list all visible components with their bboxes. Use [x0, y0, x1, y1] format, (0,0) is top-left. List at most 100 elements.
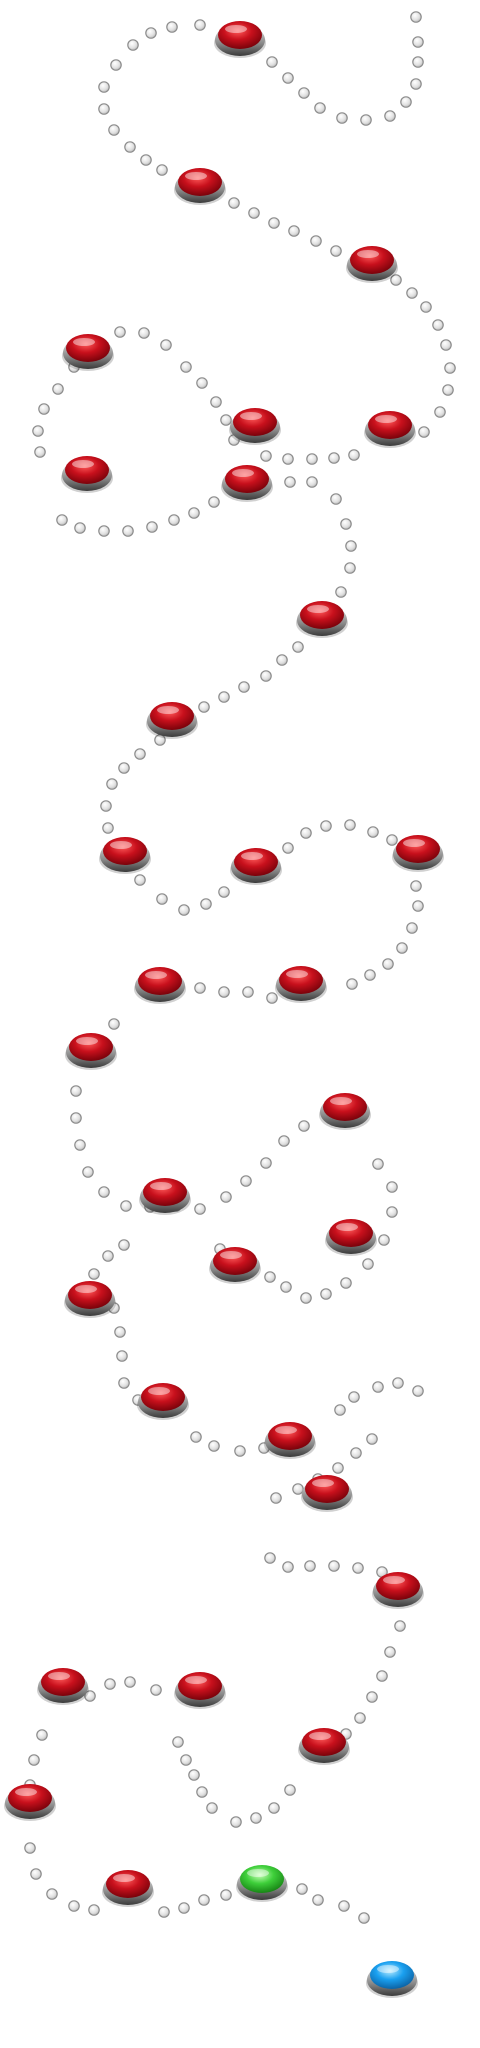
node-button-face — [368, 411, 412, 439]
path-dot — [167, 22, 177, 32]
path-dot — [301, 828, 311, 838]
level-node-27-locked[interactable] — [61, 456, 113, 493]
level-node-32-locked[interactable] — [214, 21, 266, 58]
node-highlight — [375, 415, 397, 423]
node-button-face — [218, 21, 262, 49]
path-dot — [377, 1671, 387, 1681]
path-dot — [337, 113, 347, 123]
path-dot — [315, 103, 325, 113]
path-dot — [373, 1382, 383, 1392]
level-node-22-locked[interactable] — [99, 837, 151, 874]
path-dot — [347, 979, 357, 989]
level-node-24-locked[interactable] — [296, 601, 348, 638]
node-button-face — [68, 1281, 112, 1309]
node-highlight — [377, 1965, 399, 1973]
path-dot — [219, 692, 229, 702]
node-button-face — [240, 1865, 284, 1893]
node-button-face — [178, 1672, 222, 1700]
path-dot — [173, 1737, 183, 1747]
path-dot — [197, 1787, 207, 1797]
path-dot — [321, 821, 331, 831]
path-dot — [195, 983, 205, 993]
level-node-28-locked[interactable] — [229, 408, 281, 445]
level-node-31-locked[interactable] — [174, 168, 226, 205]
path-dot — [401, 97, 411, 107]
level-node-14-locked[interactable] — [325, 1219, 377, 1256]
path-dot — [35, 447, 45, 457]
path-dot — [189, 508, 199, 518]
level-node-12-locked[interactable] — [64, 1281, 116, 1318]
path-dot — [239, 682, 249, 692]
node-highlight — [76, 1037, 98, 1045]
level-node-19-locked[interactable] — [134, 967, 186, 1004]
level-nodes — [4, 21, 444, 1998]
path-dot — [329, 1561, 339, 1571]
node-highlight — [220, 1251, 242, 1259]
path-dot — [413, 37, 423, 47]
path-dot — [71, 1086, 81, 1096]
path-dot — [195, 20, 205, 30]
path-dot — [443, 385, 453, 395]
level-node-26-locked[interactable] — [364, 411, 416, 448]
path-dot — [307, 454, 317, 464]
node-button-face — [302, 1728, 346, 1756]
level-node-11-locked[interactable] — [137, 1383, 189, 1420]
node-button-face — [329, 1219, 373, 1247]
path-dot — [283, 454, 293, 464]
level-node-8-locked[interactable] — [372, 1572, 424, 1609]
path-dot — [413, 901, 423, 911]
path-dot — [397, 943, 407, 953]
path-dot — [333, 1463, 343, 1473]
path-dot — [407, 288, 417, 298]
node-highlight — [48, 1672, 70, 1680]
level-node-20-locked[interactable] — [392, 835, 444, 872]
path-dot — [103, 1251, 113, 1261]
level-node-16-locked[interactable] — [139, 1178, 191, 1215]
path-dot — [29, 1755, 39, 1765]
path-dot — [119, 1240, 129, 1250]
path-dot — [411, 79, 421, 89]
level-node-3-locked[interactable] — [102, 1870, 154, 1907]
path-dot — [199, 1895, 209, 1905]
node-button-face — [279, 966, 323, 994]
path-dot — [109, 125, 119, 135]
path-dot — [351, 1448, 361, 1458]
path-dot — [411, 881, 421, 891]
level-node-7-locked[interactable] — [37, 1668, 89, 1705]
level-node-9-locked[interactable] — [301, 1475, 353, 1512]
path-dot — [135, 749, 145, 759]
path-dot — [383, 959, 393, 969]
level-node-29-locked[interactable] — [62, 334, 114, 371]
path-dot — [69, 1901, 79, 1911]
level-node-15-locked[interactable] — [319, 1093, 371, 1130]
path-dot — [321, 1289, 331, 1299]
path-dot — [293, 642, 303, 652]
level-node-1-goal[interactable] — [366, 1961, 418, 1998]
level-node-18-locked[interactable] — [275, 966, 327, 1003]
level-node-10-locked[interactable] — [264, 1422, 316, 1459]
path-dot — [111, 60, 121, 70]
path-dot — [367, 1434, 377, 1444]
level-node-25-locked[interactable] — [221, 465, 273, 502]
path-dot — [307, 477, 317, 487]
path-dot — [411, 12, 421, 22]
level-node-30-locked[interactable] — [346, 246, 398, 283]
node-button-face — [225, 465, 269, 493]
level-node-6-locked[interactable] — [174, 1672, 226, 1709]
path-dot — [189, 1770, 199, 1780]
path-dot — [299, 88, 309, 98]
level-node-23-locked[interactable] — [146, 702, 198, 739]
path-dot — [373, 1159, 383, 1169]
path-dot — [241, 1176, 251, 1186]
path-dot — [221, 1192, 231, 1202]
node-button-face — [396, 835, 440, 863]
path-dot — [107, 779, 117, 789]
level-node-17-locked[interactable] — [65, 1033, 117, 1070]
level-node-2-current[interactable] — [236, 1865, 288, 1902]
level-node-4-locked[interactable] — [4, 1784, 56, 1821]
level-node-21-locked[interactable] — [230, 848, 282, 885]
path-dot — [229, 198, 239, 208]
path-dot — [169, 515, 179, 525]
path-dot — [341, 519, 351, 529]
path-dot — [83, 1167, 93, 1177]
